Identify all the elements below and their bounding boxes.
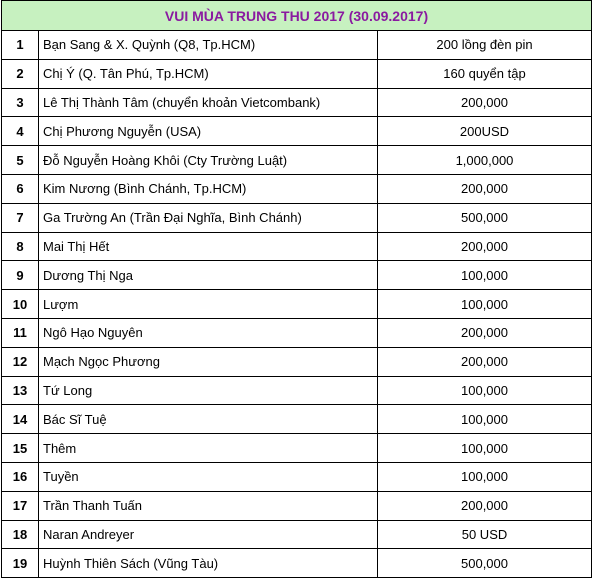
- row-number: 6: [1, 173, 39, 204]
- row-number: 3: [1, 87, 39, 118]
- table-row: 6 Kim Nương (Bình Chánh, Tp.HCM) 200,000: [1, 173, 592, 204]
- donation-amount: 200,000: [377, 173, 592, 204]
- donor-name: Bác Sĩ Tuệ: [38, 404, 378, 435]
- table-row: 10 Lượm 100,000: [1, 289, 592, 319]
- row-number: 1: [1, 30, 39, 60]
- row-number: 2: [1, 58, 39, 89]
- donor-name: Tuyền: [38, 461, 378, 492]
- row-number: 19: [1, 548, 39, 578]
- table-row: 19 Huỳnh Thiên Sách (Vũng Tàu) 500,000: [1, 548, 592, 578]
- donation-amount: 500,000: [377, 202, 592, 233]
- table-row: 15 Thêm 100,000: [1, 433, 592, 463]
- row-number: 15: [1, 433, 39, 463]
- donation-amount: 100,000: [377, 289, 592, 319]
- table-row: 8 Mai Thị Hết 200,000: [1, 231, 592, 262]
- table-row: 12 Mạch Ngọc Phương 200,000: [1, 346, 592, 377]
- row-number: 8: [1, 231, 39, 262]
- row-number: 16: [1, 461, 39, 492]
- donation-amount: 100,000: [377, 404, 592, 435]
- donation-amount: 200,000: [377, 87, 592, 118]
- table-row: 5 Đỗ Nguyễn Hoàng Khôi (Cty Trường Luật) 1…: [1, 145, 592, 175]
- table-row: 2 Chị Ý (Q. Tân Phú, Tp.HCM) 160 quyển tập: [1, 58, 592, 89]
- row-number: 12: [1, 346, 39, 377]
- donor-name: Tứ Long: [38, 375, 378, 406]
- row-number: 7: [1, 202, 39, 233]
- row-number: 10: [1, 289, 39, 319]
- donation-amount: 1,000,000: [377, 145, 592, 175]
- table-row: 11 Ngô Hạo Nguyên 200,000: [1, 317, 592, 348]
- donor-name: Mai Thị Hết: [38, 231, 378, 262]
- donor-name: Naran Andreyer: [38, 519, 378, 550]
- donor-name: Đỗ Nguyễn Hoàng Khôi (Cty Trường Luật): [38, 145, 378, 175]
- donation-amount: 200,000: [377, 317, 592, 348]
- row-number: 14: [1, 404, 39, 435]
- donation-amount: 200,000: [377, 490, 592, 521]
- table-row: 9 Dương Thị Nga 100,000: [1, 260, 592, 291]
- donation-amount: 160 quyển tập: [377, 58, 592, 89]
- donor-name: Huỳnh Thiên Sách (Vũng Tàu): [38, 548, 378, 578]
- table-row: 16 Tuyền 100,000: [1, 461, 592, 492]
- donation-amount: 500,000: [377, 548, 592, 578]
- table-row: 3 Lê Thị Thành Tâm (chuyển khoản Vietcomb…: [1, 87, 592, 118]
- donor-name: Bạn Sang & X. Quỳnh (Q8, Tp.HCM): [38, 30, 378, 60]
- table-row: 4 Chị Phương Nguyễn (USA) 200USD: [1, 116, 592, 147]
- row-number: 9: [1, 260, 39, 291]
- donor-name: Dương Thị Nga: [38, 260, 378, 291]
- donor-name: Kim Nương (Bình Chánh, Tp.HCM): [38, 173, 378, 204]
- donation-amount: 100,000: [377, 461, 592, 492]
- donor-name: Trần Thanh Tuấn: [38, 490, 378, 521]
- row-number: 18: [1, 519, 39, 550]
- donor-name: Thêm: [38, 433, 378, 463]
- donation-amount: 100,000: [377, 375, 592, 406]
- donor-name: Ngô Hạo Nguyên: [38, 317, 378, 348]
- donation-amount: 100,000: [377, 433, 592, 463]
- donation-amount: 200,000: [377, 346, 592, 377]
- table-row: 14 Bác Sĩ Tuệ 100,000: [1, 404, 592, 435]
- table-row: 7 Ga Trường An (Trần Đại Nghĩa, Bình Chán…: [1, 202, 592, 233]
- donor-name: Chị Phương Nguyễn (USA): [38, 116, 378, 147]
- donation-amount: 200USD: [377, 116, 592, 147]
- table-row: 17 Trần Thanh Tuấn 200,000: [1, 490, 592, 521]
- donor-name: Lê Thị Thành Tâm (chuyển khoản Vietcomba…: [38, 87, 378, 118]
- table-row: 1 Bạn Sang & X. Quỳnh (Q8, Tp.HCM) 200 lồn…: [1, 30, 592, 60]
- row-number: 5: [1, 145, 39, 175]
- title-row: VUI MÙA TRUNG THU 2017 (30.09.2017): [1, 0, 592, 31]
- donation-amount: 100,000: [377, 260, 592, 291]
- donation-amount: 200 lồng đèn pin: [377, 30, 592, 60]
- row-number: 13: [1, 375, 39, 406]
- row-number: 4: [1, 116, 39, 147]
- table-title: VUI MÙA TRUNG THU 2017 (30.09.2017): [1, 0, 592, 31]
- row-number: 17: [1, 490, 39, 521]
- donor-name: Mạch Ngọc Phương: [38, 346, 378, 377]
- donation-amount: 50 USD: [377, 519, 592, 550]
- donor-name: Ga Trường An (Trần Đại Nghĩa, Bình Chánh…: [38, 202, 378, 233]
- table-row: 13 Tứ Long 100,000: [1, 375, 592, 406]
- row-number: 11: [1, 317, 39, 348]
- donor-name: Chị Ý (Q. Tân Phú, Tp.HCM): [38, 58, 378, 89]
- donor-name: Lượm: [38, 289, 378, 319]
- donation-amount: 200,000: [377, 231, 592, 262]
- table-row: 18 Naran Andreyer 50 USD: [1, 519, 592, 550]
